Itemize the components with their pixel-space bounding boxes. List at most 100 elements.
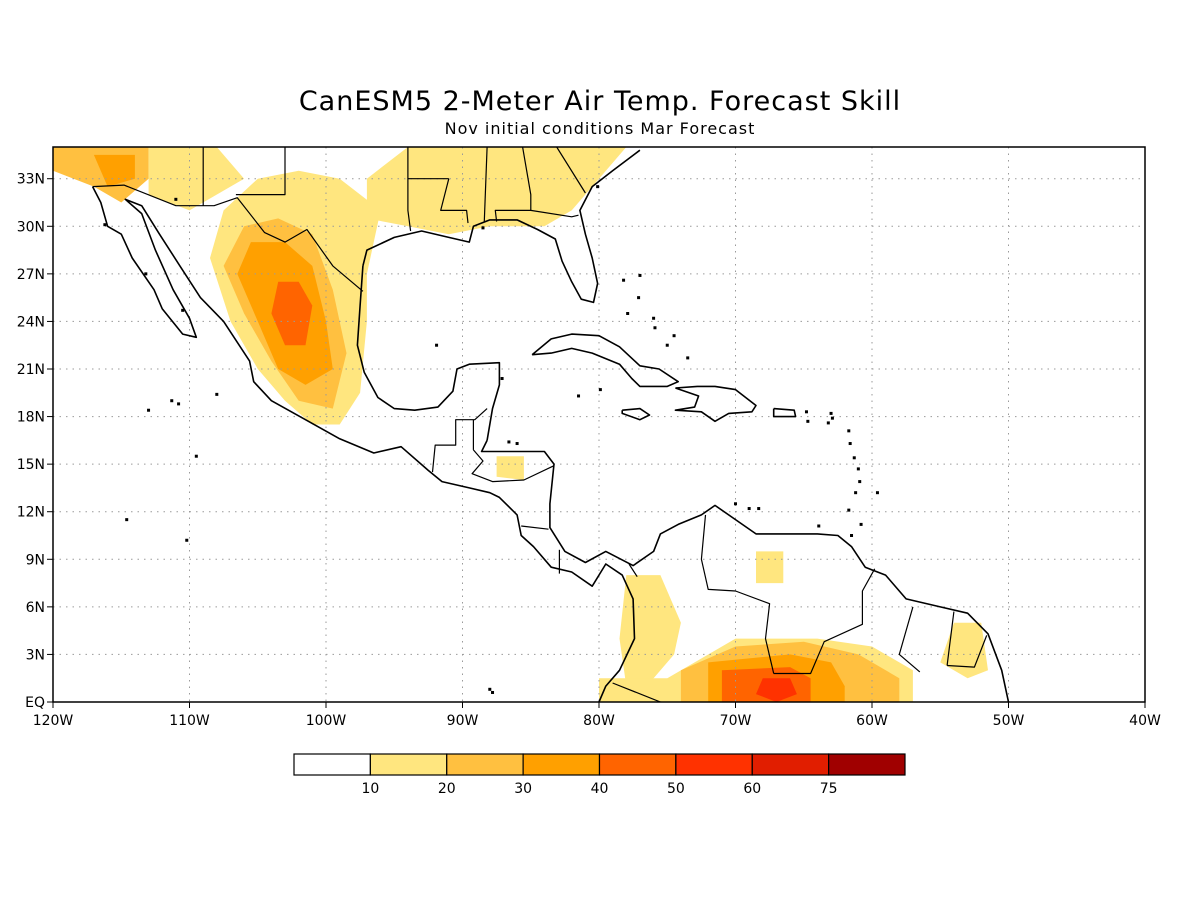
island-dot	[757, 507, 761, 511]
y-tick-label: 21N	[17, 362, 45, 378]
island-dot	[850, 534, 854, 537]
coastline-pacific-coast	[91, 186, 636, 702]
x-tick-label: 40W	[1129, 713, 1161, 729]
map-subtitle: Nov initial conditions Mar Forecast	[444, 119, 756, 138]
border-mexico-guatemala-belize	[431, 408, 488, 473]
colorbar-swatch	[293, 753, 371, 776]
colorbar-label: 75	[820, 781, 838, 797]
island-dot	[665, 343, 669, 347]
island-dot	[848, 442, 852, 446]
island-dot	[652, 316, 656, 320]
y-tick-label: 18N	[17, 410, 45, 426]
border-venezuela-brazil-guyana	[773, 568, 876, 675]
island-dot	[596, 185, 600, 189]
island-dot	[830, 416, 834, 420]
colorbar-swatch	[828, 753, 906, 776]
x-tick-label: 100W	[306, 713, 347, 729]
island-dot	[194, 454, 198, 458]
y-tick-label: 24N	[17, 314, 45, 330]
island-dot	[598, 388, 602, 392]
border-us-ga-fl	[530, 209, 579, 218]
coastline-central-america-caribbean	[480, 440, 1010, 702]
skill-region-honduras-spot	[496, 456, 524, 480]
latitude-ticks: EQ 3N 6N 9N 12N 15N 18N 21N 24N 27N 30N 33N	[17, 172, 53, 711]
y-tick-label: 30N	[17, 219, 45, 235]
coastline-mexico-gulf	[356, 265, 501, 441]
island-dot	[686, 356, 690, 360]
colorbar-label: 10	[361, 781, 379, 797]
y-tick-label: 3N	[26, 647, 45, 663]
border-nicaragua-costa-rica	[521, 525, 549, 530]
island-dot	[852, 456, 856, 460]
border-fguiana-brazil	[947, 635, 988, 668]
border-us-la-ms	[440, 178, 469, 224]
island-dot	[829, 411, 833, 415]
island-dot	[515, 442, 519, 446]
island-dot	[622, 278, 626, 282]
island-dot	[435, 343, 439, 347]
map-frame	[52, 146, 1146, 703]
x-tick-label: 120W	[33, 713, 74, 729]
y-tick-label: EQ	[25, 695, 45, 711]
map-title: CanESM5 2-Meter Air Temp. Forecast Skill	[298, 86, 902, 117]
y-tick-label: 33N	[17, 172, 45, 188]
longitude-ticks: 120W 110W 100W 90W 80W 70W 60W 50W 40W	[33, 702, 1161, 729]
skill-region-amazon-peak	[756, 678, 797, 702]
border-suriname-fguiana	[946, 611, 955, 666]
island-dot	[637, 296, 641, 300]
island-dot	[181, 308, 185, 312]
coastline-cuba	[531, 333, 680, 388]
coastline-puerto-rico	[772, 407, 797, 418]
border-colombia-venezuela	[700, 514, 775, 674]
island-dot	[500, 377, 504, 381]
island-dot	[734, 502, 737, 506]
x-tick-label: 50W	[993, 713, 1025, 729]
island-dot	[859, 522, 863, 526]
island-dot	[653, 326, 657, 330]
skill-region-colombia-andes	[619, 575, 681, 687]
island-dot	[847, 508, 851, 512]
border-us-ga-sc	[556, 147, 586, 194]
island-dot	[170, 399, 174, 403]
border-us-state-lines-2	[235, 147, 286, 196]
border-us-texas-la	[407, 147, 412, 232]
island-dot	[672, 334, 676, 338]
island-dot	[185, 538, 189, 542]
colorbar-swatch	[751, 753, 830, 776]
island-dot	[854, 491, 858, 495]
skill-region-mexico-plateau-core	[271, 281, 313, 346]
y-tick-label: 27N	[17, 267, 45, 283]
island-dot	[488, 687, 492, 691]
x-tick-label: 90W	[447, 713, 479, 729]
y-tick-label: 15N	[17, 457, 45, 473]
island-dot	[481, 226, 485, 230]
island-dot	[847, 429, 851, 433]
border-colombia-ecuador-peru	[612, 682, 666, 702]
coastlines	[91, 147, 1010, 702]
island-dot	[103, 223, 107, 227]
colorbar-swatch	[369, 753, 448, 776]
skill-region-venezuela-spot	[756, 551, 784, 584]
colorbar-swatch	[675, 753, 753, 776]
skill-region-gulf-coast-us	[366, 147, 627, 235]
x-tick-label: 70W	[720, 713, 752, 729]
island-dot	[858, 480, 862, 484]
island-dot	[817, 524, 821, 528]
x-tick-label: 60W	[856, 713, 888, 729]
island-dot	[747, 507, 751, 511]
border-us-ms-al	[483, 147, 488, 222]
y-tick-label: 9N	[26, 552, 45, 568]
border-us-mexico	[92, 184, 364, 292]
skill-shading	[53, 147, 988, 702]
border-panama-colombia	[628, 563, 638, 578]
colorbar-label: 60	[743, 781, 761, 797]
island-dot	[147, 408, 151, 412]
gridlines	[53, 147, 1145, 702]
island-dot	[215, 392, 219, 396]
island-dot	[875, 491, 879, 495]
island-dot	[177, 402, 181, 406]
y-tick-label: 12N	[17, 505, 45, 521]
island-dot	[626, 312, 630, 315]
island-dot	[507, 440, 511, 444]
